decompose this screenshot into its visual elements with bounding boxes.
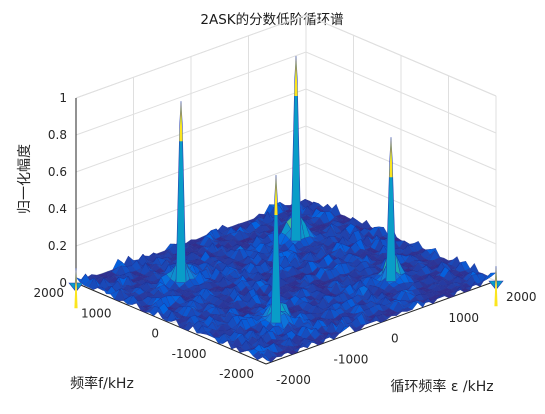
y-tick-label: 2000 (33, 286, 64, 300)
x-tick-label: 2000 (506, 290, 537, 304)
peak-tip (274, 175, 278, 215)
peak-tip (74, 268, 78, 309)
z-tick-label: 0.8 (48, 128, 67, 142)
z-tick-label: 0.4 (48, 202, 67, 216)
peak-tip (494, 266, 498, 307)
peak-tip (179, 101, 183, 142)
tick-labels: 0 0.2 0.4 0.6 0.8 1 -2000 -1000 0 1000 2000 -2000 -1… (33, 91, 536, 387)
grid-line (75, 88, 497, 173)
peaks (68, 55, 504, 324)
grid-line (75, 14, 497, 99)
chart-title: 2ASK的分数低阶循环谱 (200, 12, 343, 28)
y-tick-label: -1000 (172, 347, 207, 361)
x-tick-label: -1000 (334, 352, 369, 366)
peak-spike (270, 174, 282, 324)
y-tick-label: 1000 (81, 306, 112, 320)
z-tick-label: 0 (59, 276, 67, 290)
x-tick-label: 1000 (449, 311, 480, 325)
peak-spike (385, 137, 397, 282)
surface-patch (261, 353, 272, 363)
peak-spike (175, 101, 187, 283)
x-tick-label: 0 (391, 332, 399, 346)
z-tick-label: 0.6 (48, 165, 67, 179)
z-tick-label: 0.2 (48, 239, 67, 253)
z-tick-label: 1 (59, 91, 67, 105)
y-tick-label: 0 (151, 327, 159, 341)
grid-line (75, 162, 497, 247)
y-axis (75, 282, 267, 365)
y-tick-label: -2000 (219, 367, 254, 381)
x-axis-label: 循环频率 ε /kHz (390, 378, 493, 395)
grid-line (75, 125, 497, 210)
peak-tip (294, 56, 298, 96)
surface (75, 198, 497, 363)
grid-line (75, 51, 497, 136)
peak-spike (290, 55, 302, 242)
y-axis-label: 频率f/kHz (70, 375, 134, 392)
peak-tip (389, 137, 393, 178)
z-axis-label: 归一化幅度 (16, 144, 33, 214)
x-tick-label: -2000 (276, 373, 311, 387)
